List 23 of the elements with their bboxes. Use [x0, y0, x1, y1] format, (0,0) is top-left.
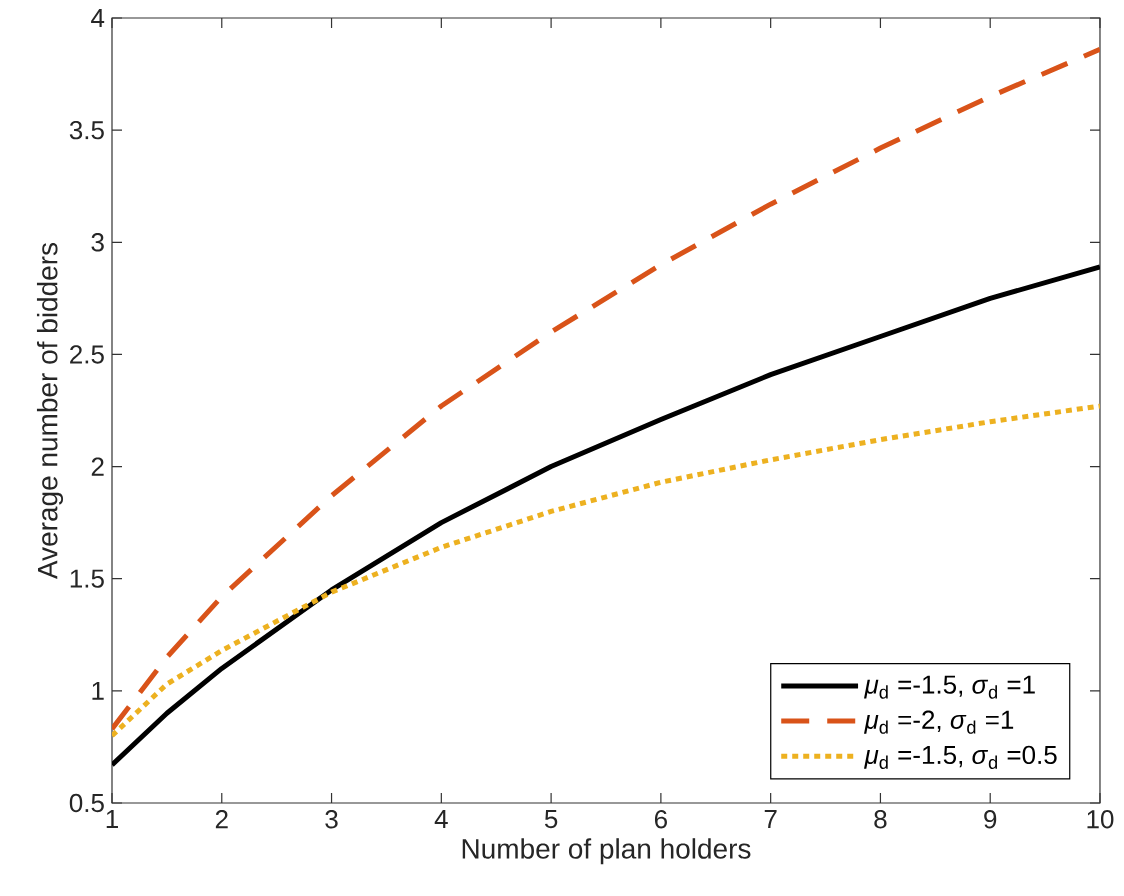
y-tick-label: 4 [91, 9, 105, 27]
x-axis-title: Number of plan holders [462, 838, 751, 865]
legend-label: μ$_{d}$ =-2, σ$_{d}$ =1 [864, 710, 1014, 734]
x-tick-label: 9 [984, 810, 997, 829]
legend-label: μ$_{d}$ =-1.5, σ$_{d}$ =0.5 [864, 745, 1057, 769]
x-tick-label: 5 [544, 810, 558, 829]
y-tick-label: 1 [92, 681, 104, 700]
y-tick-label: 3.5 [69, 120, 104, 140]
x-tick-label: 3 [325, 810, 338, 829]
y-tick-label: 2.5 [70, 345, 104, 364]
y-tick-label: 3 [91, 233, 104, 252]
legend-label: μ$_{d}$ =-1.5, σ$_{d}$ =1 [864, 675, 1035, 699]
x-tick-label: 6 [654, 810, 667, 829]
x-tick-label: 4 [434, 810, 448, 828]
x-tick-label: 1 [106, 810, 118, 828]
y-tick-label: 1.5 [70, 569, 104, 588]
y-tick-label: 2 [91, 457, 104, 476]
y-tick-label: 0.5 [69, 793, 104, 813]
x-tick-label: 2 [215, 810, 228, 829]
y-axis-title: Average number of bidders [36, 242, 64, 580]
x-tick-label: 7 [764, 810, 777, 828]
x-tick-label: 10 [1087, 810, 1114, 829]
x-tick-label: 8 [874, 810, 887, 829]
